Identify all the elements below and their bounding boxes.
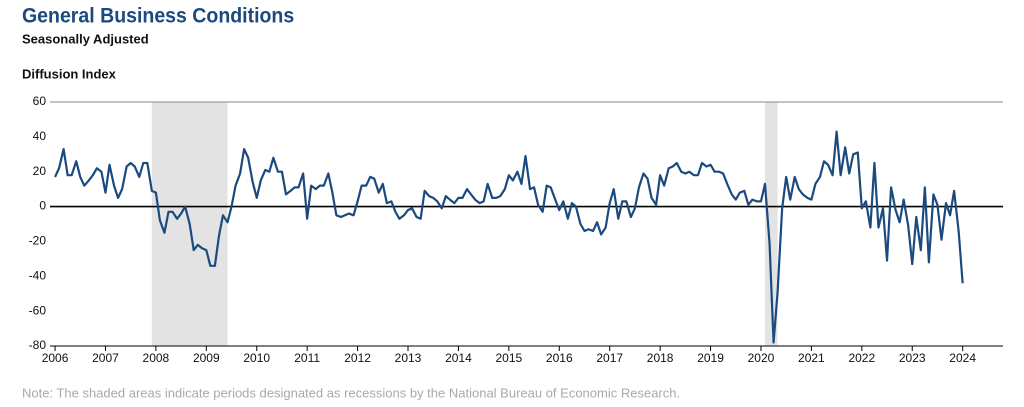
y-tick-label: -40 (29, 268, 47, 282)
chart-subtitle: Seasonally Adjusted (22, 31, 149, 46)
x-tick-label: 2006 (42, 351, 69, 365)
x-tick-label: 2022 (848, 351, 875, 365)
x-tick-label: 2013 (395, 351, 422, 365)
x-tick-label: 2012 (344, 351, 371, 365)
y-tick-label: 0 (39, 199, 46, 213)
recession-band (765, 102, 778, 346)
x-tick-label: 2017 (596, 351, 623, 365)
y-axis-title: Diffusion Index (22, 66, 117, 81)
x-tick-label: 2009 (193, 351, 220, 365)
x-tick-label: 2015 (496, 351, 523, 365)
y-tick-label: 60 (33, 94, 47, 108)
data-line (54, 130, 964, 344)
x-tick-label: 2019 (697, 351, 724, 365)
x-tick-label: 2020 (748, 351, 775, 365)
y-tick-label: -20 (29, 234, 47, 248)
x-tick-label: 2021 (798, 351, 825, 365)
x-tick-label: 2007 (92, 351, 119, 365)
x-tick-label: 2008 (143, 351, 170, 365)
y-tick-label: -60 (29, 303, 47, 317)
x-tick-label: 2023 (899, 351, 926, 365)
y-tick-label: 20 (33, 164, 47, 178)
y-tick-label: 40 (33, 129, 47, 143)
chart-title: General Business Conditions (22, 5, 294, 28)
x-tick-label: 2024 (949, 351, 976, 365)
x-tick-label: 2016 (546, 351, 573, 365)
plot-area: -80 -60 -40 -20 0 20 40 60 2006 2007 2008 2009 2010 2… (29, 94, 1003, 365)
x-tick-label: 2011 (294, 351, 320, 365)
y-tick-label: -80 (29, 338, 47, 352)
x-tick-label: 2018 (647, 351, 674, 365)
footnote: Note: The shaded areas indicate periods … (22, 385, 680, 400)
x-tick-label: 2014 (445, 351, 472, 365)
x-tick-label: 2010 (243, 351, 270, 365)
